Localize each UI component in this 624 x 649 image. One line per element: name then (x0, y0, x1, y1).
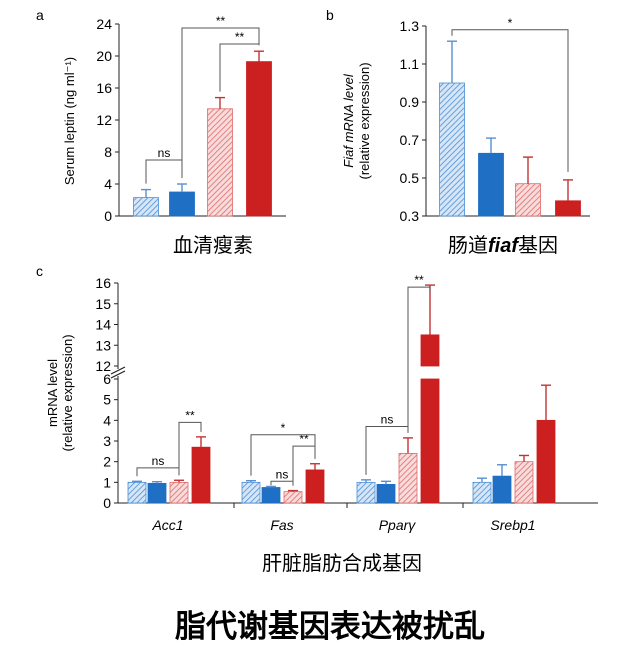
panel-a-ytick-label: 0 (104, 208, 112, 224)
panel-b-ytick-label: 0.7 (400, 132, 420, 148)
panel-c-ytick-label: 4 (103, 412, 111, 428)
panel-c-ytick-label: 0 (103, 495, 111, 511)
panel-a-bar-4 (246, 61, 272, 217)
panel-c-sig-7-label: ** (414, 273, 424, 287)
panel-c-sig-5-bracket (250, 434, 316, 476)
panel-b-bar-2 (478, 152, 504, 217)
panel-c-axis-break-1 (110, 366, 126, 375)
panel-c-bar-1-1 (261, 487, 281, 504)
panel-c-bar-1-2 (283, 491, 303, 504)
panel-b-sig-1-label: * (508, 16, 513, 30)
panel-c-ytick-label: 13 (95, 337, 111, 353)
panel-b-title-suffix: 基因 (518, 234, 558, 257)
panel-c-bar-1-0 (241, 481, 261, 504)
panel-b-ylabel-bottom: (relative expression) (357, 62, 372, 179)
panel-c-ytick-label: 3 (103, 433, 111, 449)
panel-c-sig-7-bracket (407, 286, 431, 433)
panel-b-ytick-label: 0.5 (400, 170, 420, 186)
panel-b-ytick-label: 1.3 (400, 18, 420, 34)
panel-a-sig-1-bracket (145, 159, 183, 184)
panel-a-ytick-label: 16 (96, 80, 112, 96)
panel-c-ytick-label: 14 (95, 317, 111, 333)
panel-c-bar-0-1 (147, 482, 167, 504)
panel-c-ylabel-bottom: (relative expression) (60, 334, 75, 451)
panel-c-bar-2-2 (398, 452, 418, 504)
panel-c-category-label: Acc1 (151, 517, 183, 533)
footer-title: 脂代谢基因表达被扰乱 (175, 609, 485, 644)
panel-c-sig-2-bracket (178, 421, 202, 476)
panel-a-title: 血清瘦素 (173, 234, 253, 257)
panel-c-ytick-label: 5 (103, 392, 111, 408)
panel-a-sig-3-bracket (219, 43, 260, 92)
panel-a-sig-1-label: ns (158, 146, 171, 160)
panel-c-bar-2-3-upper (420, 334, 440, 367)
panel-b-bar-4 (555, 200, 581, 217)
panel-c-bar-2-1 (376, 483, 396, 504)
panel-a-ytick-label: 4 (104, 176, 112, 192)
panel-c-bar-0-3 (191, 446, 211, 504)
panel-a-bar-2 (169, 191, 195, 217)
panel-c-bar-2-0 (356, 481, 376, 504)
panel-a-label: a (36, 7, 44, 23)
panel-c-sig-1-label: ns (152, 454, 165, 468)
panel-b-ytick-label: 1.1 (400, 56, 420, 72)
panel-c-label: c (36, 263, 43, 279)
panel-c-axis-break-2 (110, 370, 126, 379)
panel-b-label: b (326, 7, 334, 23)
panel-c-bar-3-2 (514, 461, 534, 504)
panel-a-bar-3 (207, 108, 233, 217)
panel-a-sig-3-label: ** (235, 30, 245, 44)
panel-c-ytick-label: 6 (103, 371, 111, 387)
panel-b-bar-1 (439, 82, 465, 217)
panel-c-category-label: Fas (270, 517, 293, 533)
panel-a-sig-2-bracket (181, 27, 260, 178)
panel-c-ytick-label: 16 (95, 275, 111, 291)
panel-c-sig-3-label: ns (276, 467, 289, 481)
panel-c-ylabel-top: mRNA level (45, 359, 60, 427)
panel-a-bar-1 (133, 197, 159, 217)
panel-c-ytick-label: 2 (103, 454, 111, 470)
panel-b-ytick-label: 0.9 (400, 94, 420, 110)
panel-a-ytick-label: 8 (104, 144, 112, 160)
panel-b-ylabel-top: Fiaf mRNA level (341, 73, 356, 168)
chart-b: 0.3 0.5 0.7 0.9 1.1 1.3 * (400, 16, 590, 224)
panel-b-bar-3 (515, 183, 541, 217)
panel-a-ytick-label: 12 (96, 112, 112, 128)
panel-c-category-label: Pparγ (379, 517, 417, 533)
panel-c-category-label: Srebp1 (490, 517, 535, 533)
panel-c-sig-5-label: * (281, 421, 286, 435)
panel-c-sig-1-bracket (136, 467, 180, 477)
panel-b-title-italic: fiaf (488, 235, 520, 257)
panel-c-ytick-label: 12 (95, 358, 111, 374)
panel-c-ytick-label: 15 (95, 296, 111, 312)
panel-b-title: 肠道fiaf基因 (448, 234, 558, 257)
panel-b-ytick-label: 0.3 (400, 208, 420, 224)
panel-c-bar-3-0 (472, 481, 492, 504)
panel-c-sig-2-label: ** (185, 408, 195, 422)
panel-a-ytick-label: 20 (96, 48, 112, 64)
chart-a: 0 4 8 12 16 20 24 ns ** ** (96, 14, 286, 224)
panel-c-bar-2-3-lower (420, 378, 440, 504)
panel-c-bar-0-0 (127, 481, 147, 504)
panel-a-ytick-label: 24 (96, 16, 112, 32)
panel-a-ylabel: Serum leptin (ng ml⁻¹) (62, 57, 77, 185)
panel-b-sig-1-bracket (451, 29, 569, 172)
panel-c-sig-6-label: ns (381, 413, 394, 427)
panel-a-sig-2-label: ** (216, 14, 226, 28)
panel-c-bar-1-3 (305, 469, 325, 504)
panel-c-sig-3-bracket (270, 480, 294, 486)
panel-c-bar-3-1 (492, 475, 512, 504)
panel-c-ytick-label: 1 (103, 474, 111, 490)
panel-c-sig-4-label: ** (299, 432, 309, 446)
panel-c-bar-3-3 (536, 419, 556, 504)
panel-c-bar-0-2 (169, 481, 189, 504)
panel-c-title: 肝脏脂肪合成基因 (262, 552, 422, 575)
panel-b-title-prefix: 肠道 (448, 234, 488, 257)
